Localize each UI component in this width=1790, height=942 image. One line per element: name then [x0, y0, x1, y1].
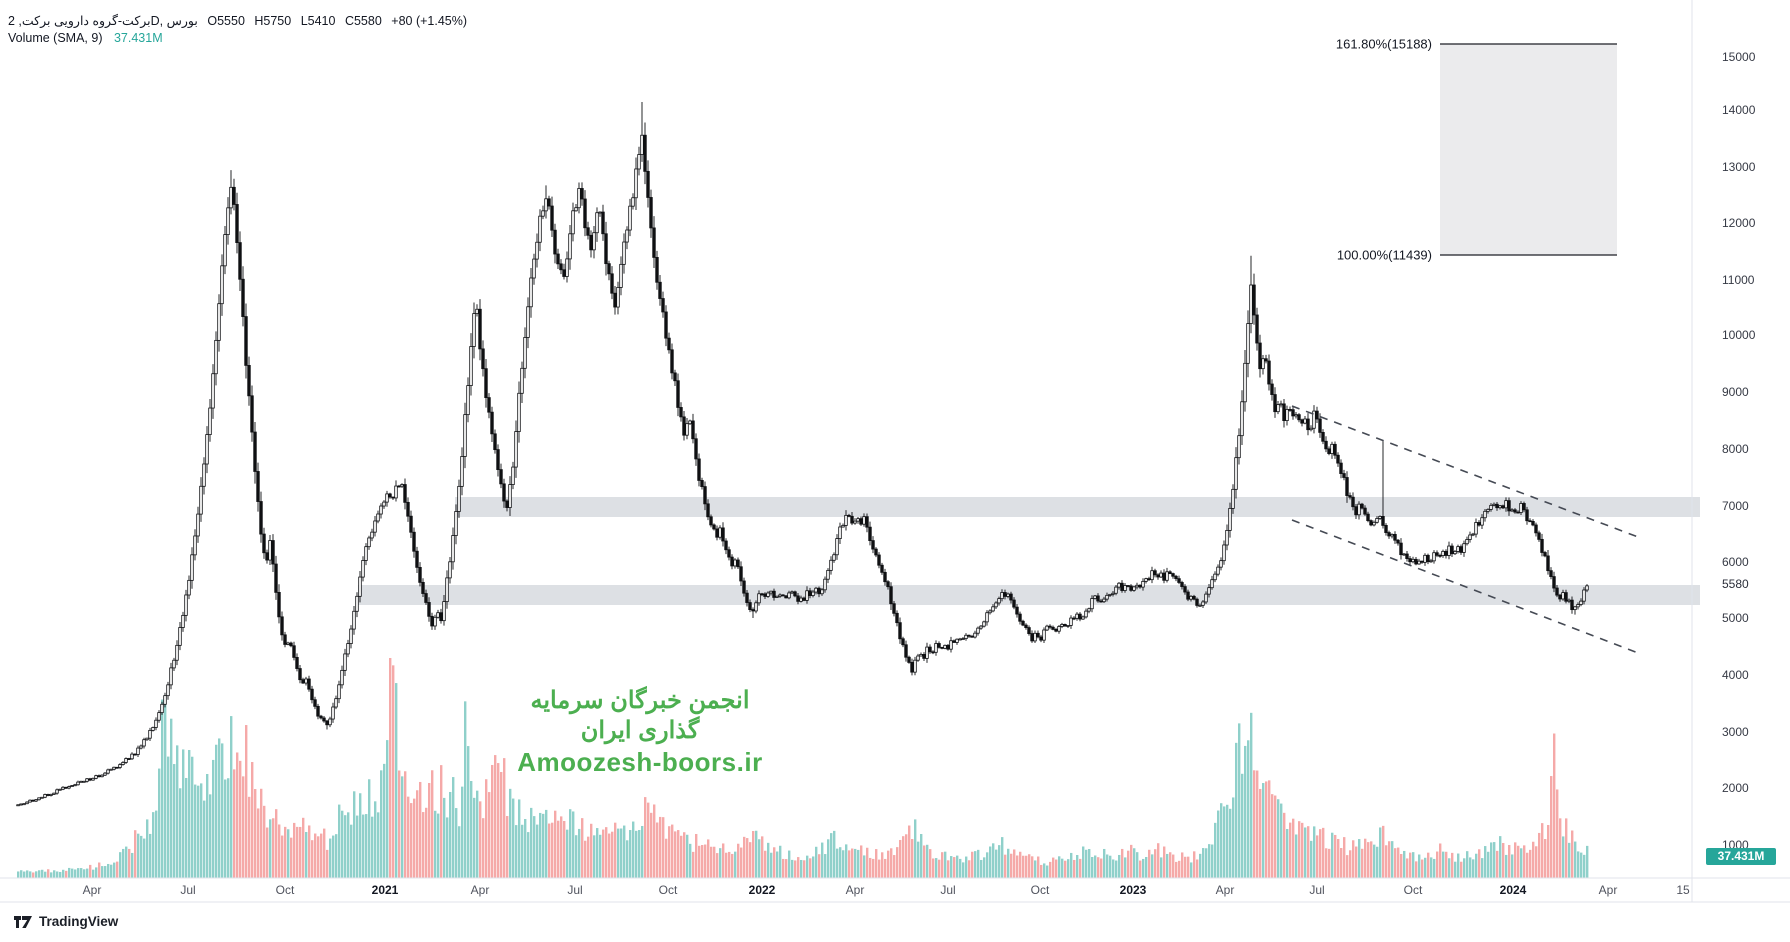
- price-tick-label: 14000: [1722, 103, 1756, 117]
- time-tick-label: Jul: [567, 883, 583, 897]
- time-tick-label: Oct: [275, 883, 295, 897]
- support-band-1: [455, 497, 1700, 517]
- price-tick-label: 5000: [1722, 611, 1749, 625]
- price-tick-label: 8000: [1722, 442, 1749, 456]
- symbol-title: برکت-گروه دارویی برکت, 2D, بورس: [8, 14, 198, 28]
- tradingview-logo-icon: [14, 915, 32, 928]
- support-band-2: [358, 585, 1700, 605]
- indicator-value: 37.431M: [113, 31, 163, 45]
- price-tick-label: 4000: [1722, 668, 1749, 682]
- trend-channel-upper-line: [1291, 405, 1639, 538]
- time-tick-label: Jul: [940, 883, 956, 897]
- candlestick-series: [16, 101, 1589, 807]
- volume-series: [17, 658, 1589, 878]
- time-tick-label: Oct: [658, 883, 678, 897]
- ohlc-change: +80 (+1.45%): [391, 14, 468, 28]
- time-tick-label: Jul: [180, 883, 196, 897]
- time-tick-label: 2024: [1499, 883, 1527, 897]
- price-tick-label: 10000: [1722, 328, 1756, 342]
- time-tick-label: 2023: [1119, 883, 1147, 897]
- price-tick-label: 11000: [1722, 273, 1755, 287]
- price-tick-label: 2000: [1722, 781, 1749, 795]
- time-tick-label: Oct: [1030, 883, 1050, 897]
- fib-level-label: 161.80%(15188): [1335, 36, 1432, 52]
- fib-level-label: 100.00%(11439): [1336, 247, 1432, 263]
- price-tick-label: 6000: [1722, 555, 1749, 569]
- price-tick-label: 3000: [1722, 725, 1749, 739]
- current-price-label: 5580: [1722, 577, 1749, 591]
- watermark-line-en: Amoozesh-boors.ir: [517, 747, 763, 777]
- time-tick-label: Apr: [1215, 883, 1235, 897]
- time-tick-label: 2021: [371, 883, 399, 897]
- tradingview-logo[interactable]: TradingView: [14, 914, 118, 929]
- time-tick-label: Apr: [1598, 883, 1618, 897]
- ohlc-high: H5750: [254, 14, 292, 28]
- channel-watermark: انجمن خبرگان سرمایه گذاری ایران Amoozesh…: [500, 686, 780, 779]
- time-tick-label: Apr: [845, 883, 865, 897]
- indicator-title: Volume (SMA, 9): [8, 31, 103, 45]
- price-tick-label: 7000: [1722, 499, 1749, 513]
- ohlc-close: C5580: [344, 14, 382, 28]
- tradingview-logo-text: TradingView: [39, 914, 119, 929]
- price-tick-label: 13000: [1722, 160, 1756, 174]
- price-tick-label: 9000: [1722, 385, 1749, 399]
- trend-channel-lower-line: [1291, 519, 1639, 654]
- price-tick-label: 15000: [1722, 50, 1756, 64]
- time-tick-label: Oct: [1403, 883, 1423, 897]
- time-tick-label: Jul: [1309, 883, 1325, 897]
- time-tick-label: 2022: [748, 883, 776, 897]
- time-tick-label: Apr: [470, 883, 490, 897]
- time-tick-label: Apr: [82, 883, 102, 897]
- volume-indicator-legend[interactable]: Volume (SMA, 9) 37.431M: [8, 31, 163, 45]
- price-tick-label: 12000: [1722, 216, 1756, 230]
- symbol-legend[interactable]: برکت-گروه دارویی برکت, 2D, بورس O5550 H5…: [8, 13, 467, 28]
- fib-extension-box: [1440, 44, 1617, 255]
- ohlc-low: L5410: [300, 14, 336, 28]
- volume-value-badge: 37.431M: [1706, 848, 1776, 865]
- time-tick-label: 15: [1676, 883, 1690, 897]
- watermark-line-fa: انجمن خبرگان سرمایه گذاری ایران: [530, 687, 750, 744]
- ohlc-open: O5550: [207, 14, 245, 28]
